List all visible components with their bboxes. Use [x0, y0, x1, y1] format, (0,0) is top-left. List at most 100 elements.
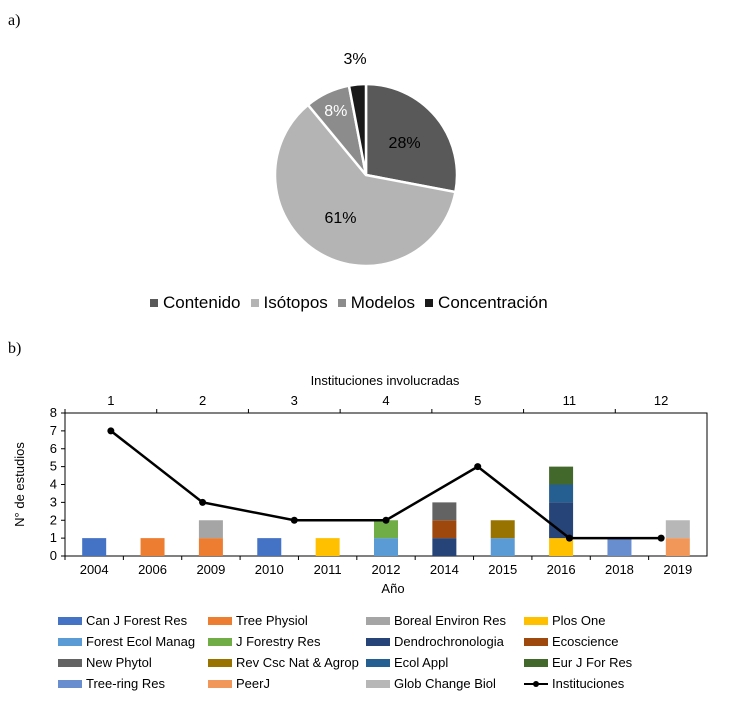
bar-segment-rev-csc-nat-agrop: [490, 520, 515, 539]
x-tick-label: 2019: [663, 562, 692, 577]
pie-legend-item: Isótopos: [250, 293, 328, 313]
bar-segment-plos-one: [315, 538, 340, 556]
panel-a-label: a): [8, 12, 21, 29]
top-tick-label: 2: [199, 393, 206, 408]
x-tick-label: 2014: [430, 562, 459, 577]
legend-item: Ecoscience: [524, 633, 674, 650]
legend-item: Tree-ring Res: [58, 675, 208, 692]
bar-segment-tree-physiol: [198, 538, 223, 556]
x-tick-label: 2011: [314, 562, 342, 577]
pie-legend-label: Contenido: [163, 293, 241, 312]
pie-slice-concentración: [347, 82, 368, 176]
top-tick-label: 5: [474, 393, 481, 408]
x-tick-label: 2018: [605, 562, 634, 577]
pie-value-label: 61%: [325, 210, 357, 227]
y-tick-label: 8: [50, 405, 57, 420]
pie-legend-label: Isótopos: [263, 293, 328, 312]
legend-swatch: [366, 658, 390, 667]
legend-swatch: [366, 616, 390, 625]
y-tick-label: 0: [50, 548, 57, 563]
bar-segment-tree-ring-res: [607, 538, 632, 556]
legend-label: Ecol Appl: [394, 655, 449, 670]
bar-segment-tree-physiol: [140, 538, 165, 556]
panel-b-label: b): [8, 340, 22, 357]
legend-swatch: [524, 680, 548, 688]
x-tick-label: 2006: [138, 562, 167, 577]
pie-value-label: 8%: [324, 103, 347, 120]
legend-item: Forest Ecol Manag: [58, 633, 208, 650]
legend-label: Rev Csc Nat & Agrop: [236, 655, 359, 670]
x-tick-label: 2009: [196, 562, 225, 577]
legend-swatch: [524, 616, 548, 625]
instituciones-point: [290, 516, 298, 524]
legend-swatch: [366, 679, 390, 688]
pie-chart: 28% 61% 8% 3%: [273, 51, 459, 268]
legend-item: PeerJ: [208, 675, 366, 692]
bar-segment-boreal-environ-res: [198, 520, 223, 539]
top-tick-label: 1: [107, 393, 114, 408]
bar-segment-can-j-forest-res: [257, 538, 282, 556]
pie-legend-item: Contenido: [150, 293, 241, 313]
x-tick-label: 2010: [255, 562, 284, 577]
legend-swatch: [208, 679, 232, 688]
y-tick-label: 4: [50, 477, 57, 492]
instituciones-point: [107, 427, 115, 435]
legend-swatch: [208, 637, 232, 646]
x-tick-label: 2004: [80, 562, 109, 577]
legend-swatch: [58, 616, 82, 625]
y-tick-label: 5: [50, 459, 57, 474]
legend-label: Glob Change Biol: [394, 676, 496, 691]
instituciones-point: [565, 534, 573, 542]
pie-legend-label: Modelos: [350, 293, 416, 312]
instituciones-point: [657, 534, 665, 542]
pie-value-label: 28%: [389, 135, 421, 152]
pie-slice-contenido: [364, 82, 459, 194]
legend-item: Rev Csc Nat & Agrop: [208, 654, 366, 671]
legend-label: Can J Forest Res: [86, 613, 188, 628]
pie-slice-isótopos: [273, 103, 457, 268]
legend-swatch: [524, 658, 548, 667]
pie-legend: Contenido Isótopos Modelos Concentración: [150, 293, 558, 313]
legend-label: Dendrochronologia: [394, 634, 504, 649]
top-tick-label: 4: [382, 393, 389, 408]
legend-label: J Forestry Res: [236, 634, 321, 649]
bar-segment-dendrochronologia: [432, 538, 457, 556]
bar-segment-peerj: [665, 538, 690, 556]
legend-swatch: [337, 299, 346, 307]
instituciones-point: [199, 498, 207, 506]
bar-segment-glob-change-biol: [665, 520, 690, 539]
pie-legend-label: Concentración: [438, 293, 548, 312]
x-tick-label: 2012: [372, 562, 401, 577]
bar-segment-forest-ecol-manag: [490, 538, 515, 556]
legend-swatch: [524, 637, 548, 646]
y-tick-label: 6: [50, 441, 57, 456]
top-tick-label: 3: [291, 393, 298, 408]
legend-swatch: [58, 637, 82, 646]
legend-swatch: [425, 299, 434, 307]
legend-label: Forest Ecol Manag: [86, 634, 196, 649]
legend-label: Instituciones: [552, 676, 625, 691]
bar-segment-can-j-forest-res: [82, 538, 107, 556]
bar-segment-new-phytol: [432, 502, 457, 521]
instituciones-point: [474, 463, 482, 471]
top-tick-label: 12: [654, 393, 668, 408]
y-tick-label: 3: [50, 494, 57, 509]
legend-item: Instituciones: [524, 675, 674, 692]
legend-item: Plos One: [524, 612, 674, 629]
legend-label: PeerJ: [236, 676, 270, 691]
legend-swatch: [208, 616, 232, 625]
y-axis-label: N° de estudios: [12, 442, 27, 527]
bar-segment-plos-one: [549, 538, 574, 556]
legend-label: Eur J For Res: [552, 655, 633, 670]
legend-label: Tree-ring Res: [86, 676, 165, 691]
legend-item: J Forestry Res: [208, 633, 366, 650]
bar-segment-eur-j-for-res: [549, 466, 574, 485]
legend-label: New Phytol: [86, 655, 152, 670]
bar-chart-legend: Can J Forest Res Tree Physiol Boreal Envir…: [58, 612, 708, 692]
legend-item: Can J Forest Res: [58, 612, 208, 629]
x-tick-label: 2015: [488, 562, 517, 577]
legend-item: Tree Physiol: [208, 612, 366, 629]
bar-segment-ecoscience: [432, 520, 457, 539]
top-axis-label: Instituciones involucradas: [311, 373, 460, 388]
